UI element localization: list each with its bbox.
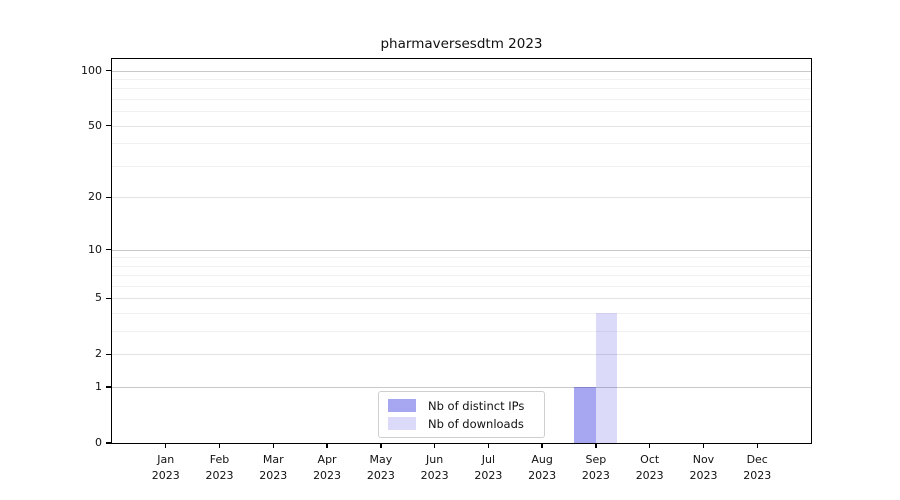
gridline-minor-80 [112,88,811,90]
x-tick-label-nov: Nov 2023 [689,453,718,482]
y-tick-label-20: 20 [88,190,102,204]
x-tick-sep [595,443,597,448]
x-tick-label-aug: Aug 2023 [528,453,557,482]
x-tick-label-oct: Oct 2023 [635,453,664,482]
x-tick-label-jan: Jan 2023 [151,453,180,482]
y-tick-10 [106,248,112,251]
x-tick-jan [165,443,167,448]
x-tick-apr [326,443,328,448]
gridline-minor-30 [112,165,811,167]
y-tick-0 [106,442,112,444]
legend-label-distinct-ips: Nb of distinct IPs [428,398,525,413]
gridline-2 [112,354,811,356]
gridline-minor-70 [112,99,811,101]
gridline-minor-6 [112,285,811,287]
y-tick-label-2: 2 [95,347,102,361]
x-tick-label-dec: Dec 2023 [743,453,772,482]
gridline-5 [112,298,811,300]
bar-distinct-ips-sep [574,387,596,443]
gridline-100 [112,70,811,72]
y-tick-50 [106,125,112,127]
gridline-minor-90 [112,79,811,80]
y-tick-label-5: 5 [95,291,102,305]
y-tick-label-50: 50 [88,118,102,132]
x-tick-aug [541,443,543,448]
gridline-minor-3 [112,331,811,333]
gridline-minor-40 [112,143,811,145]
y-tick-label-1: 1 [95,380,102,394]
x-tick-dec [756,443,758,448]
plot-area: Nb of distinct IPs Nb of downloads 0 1 2 5 1… [81,58,812,482]
gridline-10 [112,249,811,251]
gridline-minor-4 [112,313,811,315]
y-tick-1 [106,386,112,388]
y-tick-label-100: 100 [81,63,102,77]
y-tick-20 [106,196,112,199]
gridline-50 [112,125,811,127]
x-tick-label-may: May 2023 [366,453,395,482]
y-tick-label-0: 0 [95,436,102,450]
x-tick-label-mar: Mar 2023 [259,453,288,482]
x-tick-feb [218,443,221,448]
x-tick-label-jul: Jul 2023 [474,453,503,482]
y-tick-100 [106,69,112,72]
legend-label-downloads: Nb of downloads [428,416,524,431]
x-tick-nov [702,443,705,448]
legend: Nb of distinct IPs Nb of downloads [378,391,545,438]
x-tick-label-apr: Apr 2023 [313,453,342,482]
gridline-20 [112,197,811,199]
x-tick-may [380,443,382,448]
x-tick-jun [433,443,436,448]
gridline-minor-60 [112,111,811,113]
x-tick-label-feb: Feb 2023 [205,453,234,482]
gridline-1 [112,387,811,389]
y-tick-label-10: 10 [88,242,102,256]
x-tick-jul [487,443,490,448]
x-tick-mar [272,443,274,448]
gridline-minor-7 [112,275,811,277]
legend-swatch-downloads [388,417,416,430]
legend-item-distinct-ips: Nb of distinct IPs [386,399,537,413]
chart-title: pharmaversesdtm 2023 [380,36,543,52]
x-tick-label-jun: Jun 2023 [420,453,449,482]
x-tick-oct [648,443,651,448]
y-tick-2 [106,353,112,356]
legend-swatch-distinct-ips [388,399,416,412]
gridline-minor-8 [112,265,811,267]
x-tick-label-sep: Sep 2023 [581,453,610,482]
legend-item-downloads: Nb of downloads [386,417,537,431]
gridline-minor-9 [112,257,811,259]
y-tick-5 [106,297,112,300]
bar-downloads-sep [595,313,618,443]
